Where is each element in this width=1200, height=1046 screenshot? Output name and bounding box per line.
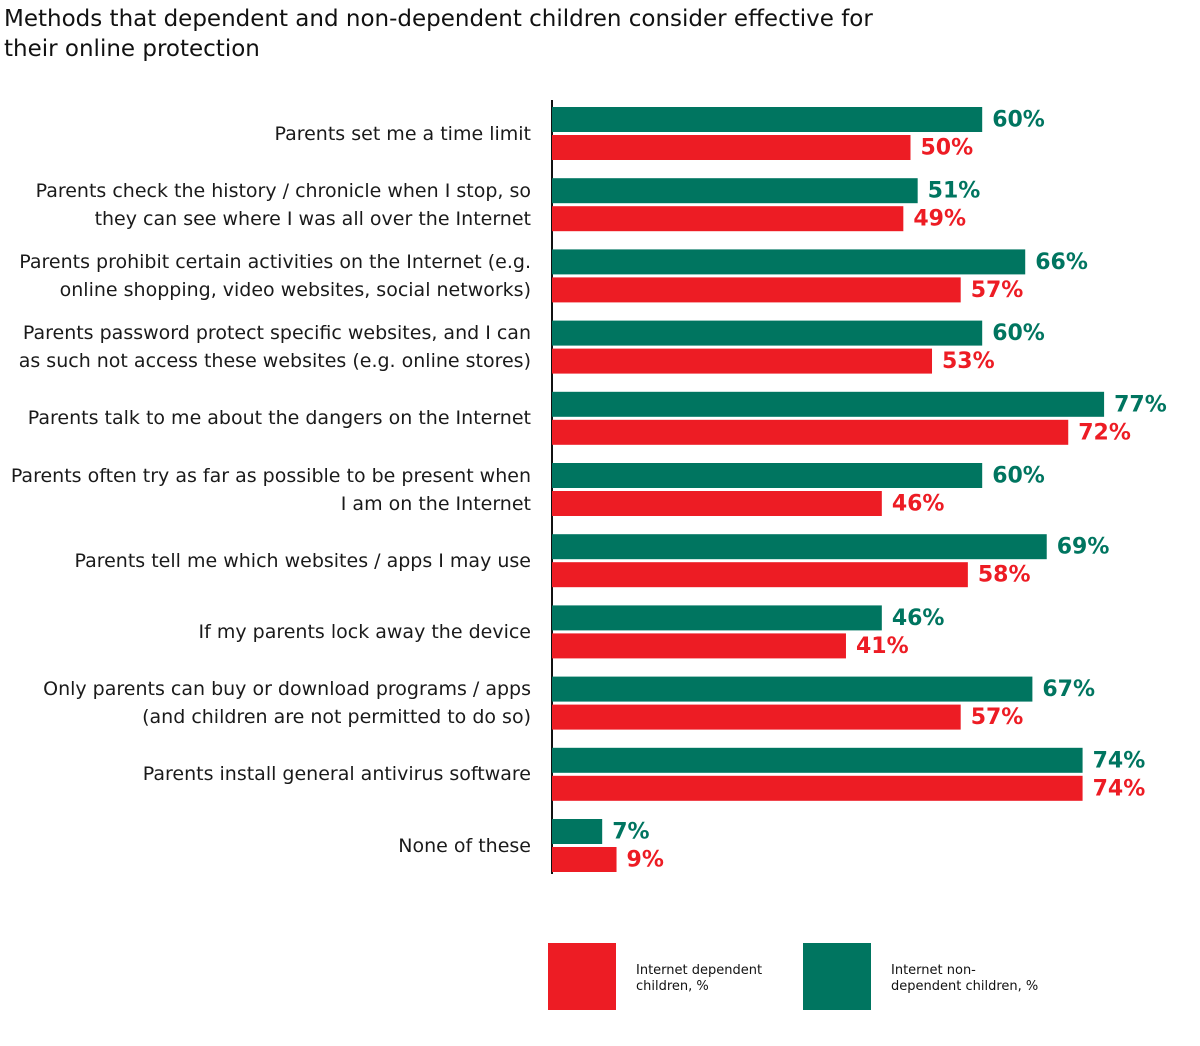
bar: [552, 178, 918, 204]
bar: [552, 107, 983, 132]
category-label: None of these: [398, 834, 531, 857]
value-label: 7%: [612, 820, 649, 845]
value-label: 60%: [992, 464, 1045, 489]
legend-swatch: [803, 943, 871, 1010]
category-label: Parents prohibit certain activities on t…: [19, 250, 531, 301]
category-label: If my parents lock away the device: [198, 620, 531, 643]
chart-title: Methods that dependent and non-dependent…: [4, 6, 873, 62]
bar: [552, 633, 846, 659]
category-label: Parents password protect specific websit…: [18, 322, 531, 373]
bar: [552, 348, 933, 374]
bar: [552, 775, 1083, 801]
bar: [552, 391, 1105, 417]
value-label: 53%: [942, 349, 995, 374]
value-label: 57%: [971, 705, 1024, 730]
bar: [552, 277, 961, 303]
value-label: 50%: [921, 136, 974, 161]
legend-label: Internet dependent children, %: [636, 963, 763, 994]
value-label: 46%: [892, 492, 945, 517]
value-label: 72%: [1078, 420, 1131, 445]
legend-label: Internet non-dependent children, %: [891, 963, 1039, 994]
bar: [552, 419, 1069, 445]
value-label: 49%: [913, 207, 966, 232]
category-label: Parents install general antivirus softwa…: [142, 763, 531, 786]
bar: [552, 249, 1026, 275]
value-label: 60%: [992, 321, 1045, 346]
bar: [552, 562, 968, 588]
category-label: Parents talk to me about the dangers on …: [27, 407, 531, 430]
bar: [552, 704, 961, 730]
bar: [552, 463, 983, 488]
value-label: 69%: [1057, 535, 1110, 560]
value-label: 46%: [892, 606, 945, 631]
category-label: Parents set me a time limit: [274, 122, 531, 145]
value-label: 51%: [928, 179, 981, 204]
category-label: Parents tell me which websites / apps I …: [74, 549, 531, 572]
bar: [552, 747, 1083, 773]
bar: [552, 534, 1047, 560]
value-label: 66%: [1035, 250, 1088, 275]
bar: [552, 491, 882, 516]
category-label: Parents often try as far as possible to …: [10, 464, 531, 515]
value-label: 41%: [856, 634, 909, 659]
value-label: 77%: [1114, 392, 1167, 417]
bar: [552, 320, 983, 346]
bar: [552, 206, 904, 232]
category-label: Only parents can buy or download program…: [43, 678, 531, 729]
value-label: 58%: [978, 563, 1031, 588]
value-label: 60%: [992, 108, 1045, 133]
bar: [552, 676, 1033, 702]
bar: [552, 819, 603, 844]
bar: [552, 135, 911, 160]
legend-swatch: [548, 943, 616, 1010]
value-label: 74%: [1093, 748, 1146, 773]
category-label: Parents check the history / chronicle wh…: [35, 179, 531, 230]
value-label: 57%: [971, 278, 1024, 303]
value-label: 74%: [1093, 776, 1146, 801]
value-label: 9%: [627, 848, 664, 873]
bar: [552, 847, 617, 872]
value-label: 67%: [1042, 677, 1095, 702]
bar: [552, 605, 882, 631]
